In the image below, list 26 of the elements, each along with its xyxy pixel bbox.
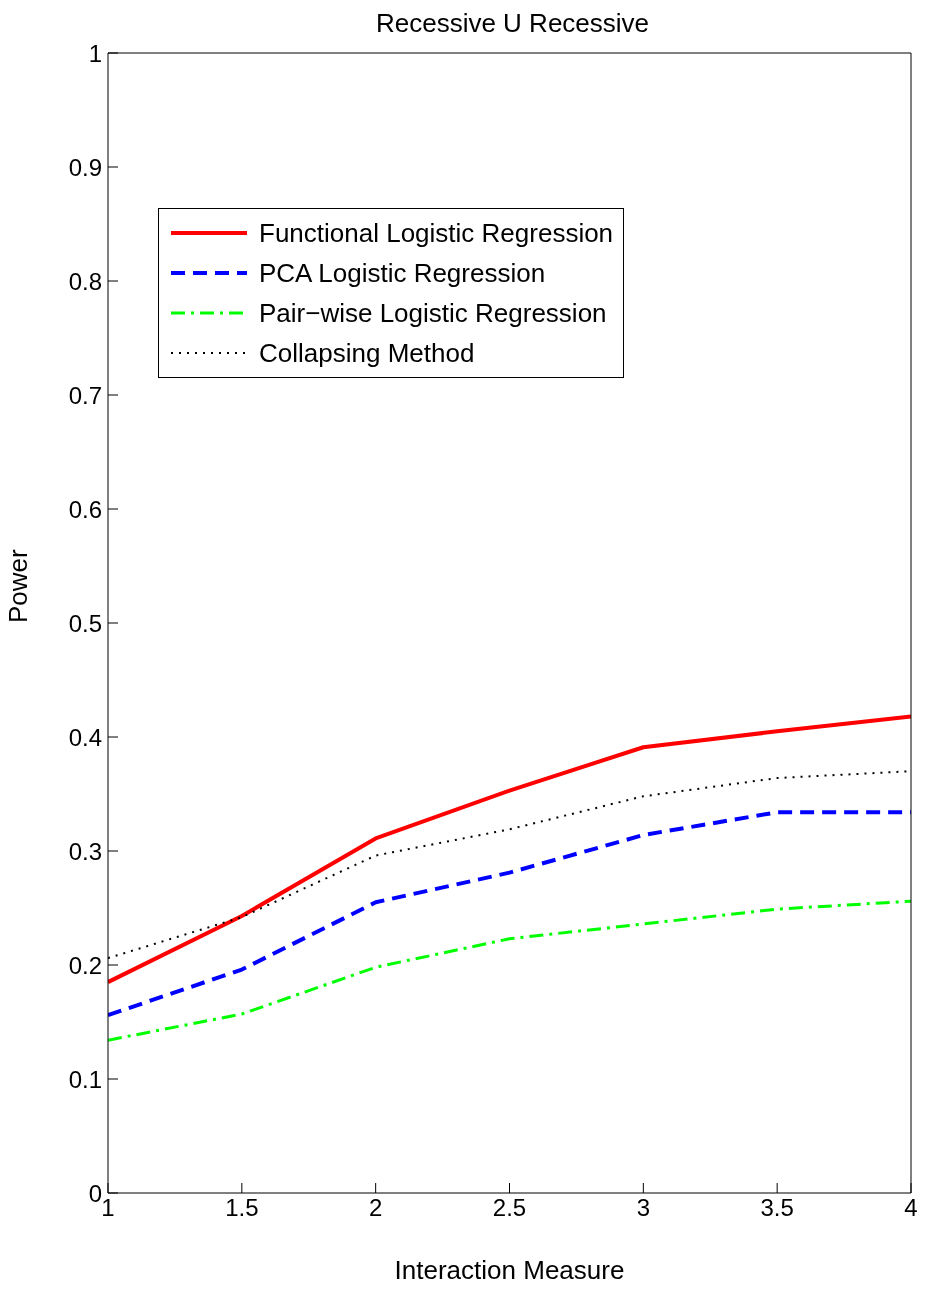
y-tick-label: 0.6 (68, 495, 102, 523)
y-tick-label: 1 (88, 39, 102, 67)
x-tick-label: 2.5 (492, 1194, 527, 1222)
y-tick-label: 0.7 (68, 381, 102, 409)
y-tick-label: 0.1 (68, 1065, 102, 1093)
y-tick-label: 0.4 (68, 723, 102, 751)
legend-label: Functional Logistic Regression (259, 217, 614, 250)
x-tick-label: 3.5 (760, 1194, 794, 1222)
x-axis-title: Interaction Measure (394, 1255, 625, 1285)
x-tick-label: 3 (636, 1194, 651, 1222)
y-tick-label: 0.3 (68, 837, 102, 865)
y-tick-label: 0.5 (68, 609, 102, 637)
line-series (108, 899, 911, 1042)
x-tick-label: 1.5 (225, 1194, 259, 1222)
legend-label: Pair−wise Logistic Regression (259, 297, 607, 330)
x-tick-label: 2 (368, 1194, 383, 1222)
y-axis-title: Power (3, 548, 34, 623)
y-tick-label: 0.2 (68, 951, 102, 979)
y-tick-label: 0.8 (68, 267, 102, 295)
legend-label: Collapsing Method (259, 337, 475, 370)
y-tick-label: 0 (88, 1179, 102, 1207)
line-series (108, 714, 911, 985)
y-tick-label: 0.9 (68, 153, 102, 181)
chart-title: Recessive U Recessive (375, 8, 650, 38)
legend-label: PCA Logistic Regression (259, 257, 546, 290)
x-tick-label: 4 (904, 1194, 918, 1222)
